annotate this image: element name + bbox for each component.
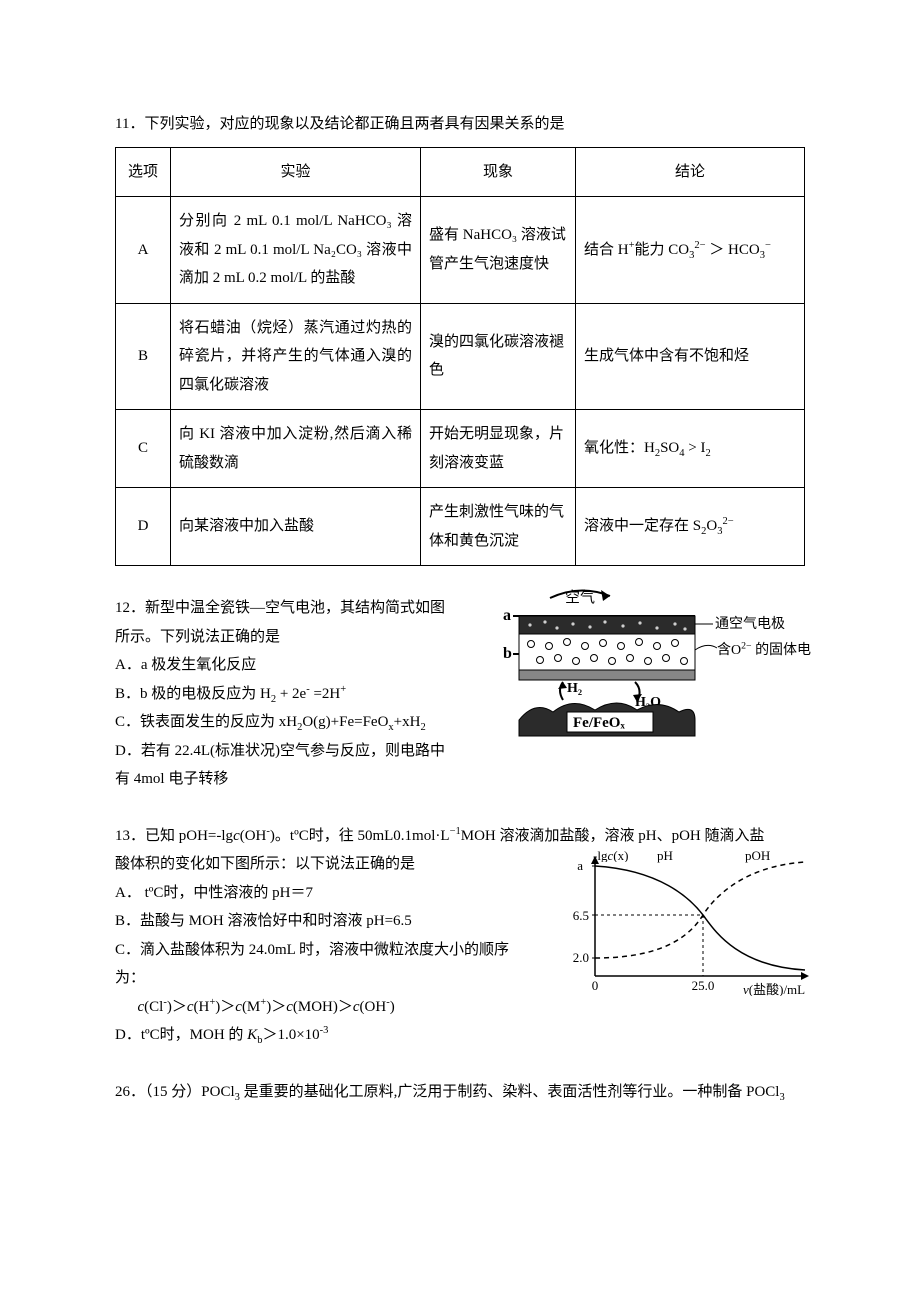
exp-A: 分别向 2 mL 0.1 mol/L NaHCO₃ 溶液和 2 mL 0.1 m…	[171, 197, 421, 304]
label-H2: H₂	[567, 681, 582, 696]
table-row: D 向某溶液中加入盐酸 产生刺激性气味的气体和黄色沉淀 溶液中一定存在 S2O3…	[116, 488, 805, 566]
ph-B: 溴的四氯化碳溶液褪色	[421, 303, 576, 410]
conc-B: 生成气体中含有不饱和烃	[576, 303, 805, 410]
xtick-mid: 25.0	[692, 978, 715, 993]
y-axis-label: -lgc(x)	[593, 848, 653, 862]
col-opt: 选项	[116, 147, 171, 197]
q13-stem-line1: 13．已知 pOH=-lgc(OH-)。tºC时，往 50mL0.1mol·L−…	[115, 822, 805, 851]
exp-D: 向某溶液中加入盐酸	[171, 488, 421, 566]
table-header-row: 选项 实验 现象 结论	[116, 147, 805, 197]
q13-choice-C-line1: C．滴入盐酸体积为 24.0mL 时，溶液中微粒浓度大小的顺序	[115, 936, 515, 965]
pH-label: pH	[657, 848, 673, 863]
opt-B: B	[116, 303, 171, 410]
q12-choice-B: B．b 极的电极反应为 H2 + 2e- =2H+	[115, 680, 485, 709]
label-b: b	[503, 645, 512, 662]
label-air-electrode: 通空气电极	[715, 616, 785, 632]
q11-number: 11．	[115, 116, 144, 132]
q12-choice-A: A．a 极发生氧化反应	[115, 651, 485, 680]
q26-number: 26．	[115, 1084, 145, 1100]
q13-block: 13．已知 pOH=-lgc(OH-)。tºC时，往 50mL0.1mol·L−…	[115, 822, 805, 1050]
q13-choice-D: D．tºC时，MOH 的 Kb＞1.0×10-3	[115, 1021, 805, 1050]
table-row: C 向 KI 溶液中加入淀粉,然后滴入稀硫酸数滴 开始无明显现象，片刻溶液变蓝 …	[116, 410, 805, 488]
exp-C: 向 KI 溶液中加入淀粉,然后滴入稀硫酸数滴	[171, 410, 421, 488]
conc-C: 氧化性：H2SO4 > I2	[576, 410, 805, 488]
battery-diagram-icon: 空气 a 通空气电极 b	[495, 588, 815, 748]
label-air: 空气	[565, 589, 595, 606]
q12-stem1: 新型中温全瓷铁—空气电池，其结构简式如图	[145, 600, 445, 616]
q12-number: 12．	[115, 600, 145, 616]
exam-page: 11．下列实验，对应的现象以及结论都正确且两者具有因果关系的是 选项 实验 现象…	[0, 0, 920, 1146]
ytick-a: a	[577, 858, 583, 873]
conc-D: 溶液中一定存在 S2O32−	[576, 488, 805, 566]
xtick-0: 0	[592, 978, 599, 993]
col-conc: 结论	[576, 147, 805, 197]
q13-number: 13．	[115, 828, 145, 844]
x-axis-label: v(盐酸)/mL	[743, 978, 813, 996]
label-a: a	[503, 607, 511, 624]
col-ph: 现象	[421, 147, 576, 197]
opt-A: A	[116, 197, 171, 304]
ph-A: 盛有 NaHCO₃ 溶液试管产生气泡速度快	[421, 197, 576, 304]
q12-block: 12．新型中温全瓷铁—空气电池，其结构简式如图 所示。下列说法正确的是 A．a …	[115, 594, 805, 794]
ph-C: 开始无明显现象，片刻溶液变蓝	[421, 410, 576, 488]
q13-stem1: 已知 pOH=-lgc(OH-)。tºC时，往 50mL0.1mol·L−1MO…	[145, 828, 764, 844]
q12-figure: 空气 a 通空气电极 b	[495, 588, 815, 748]
q12-choice-D-line2: 有 4mol 电子转移	[115, 765, 485, 794]
q13-choice-B: B．盐酸与 MOH 溶液恰好中和时溶液 pH=6.5	[115, 907, 515, 936]
label-solid-electrolyte: 含O2− 的固体电解质	[717, 638, 815, 658]
opt-D: D	[116, 488, 171, 566]
q12-stem-line2: 所示。下列说法正确的是	[115, 623, 485, 652]
q13-chart: a 6.5 2.0 pH pOH 0	[573, 848, 813, 998]
q26-stem: 26．（15 分）POCl3 是重要的基础化工原料,广泛用于制药、染料、表面活性…	[115, 1078, 805, 1107]
conc-A: 结合 H+能力 CO32− ＞ HCO3−	[576, 197, 805, 304]
q11-text: 下列实验，对应的现象以及结论都正确且两者具有因果关系的是	[144, 116, 564, 132]
exp-B: 将石蜡油（烷烃）蒸汽通过灼热的碎瓷片，并将产生的气体通入溴的四氯化碳溶液	[171, 303, 421, 410]
q12-stem-line1: 12．新型中温全瓷铁—空气电池，其结构简式如图	[115, 594, 485, 623]
pOH-curve	[595, 862, 805, 958]
table-row: A 分别向 2 mL 0.1 mol/L NaHCO₃ 溶液和 2 mL 0.1…	[116, 197, 805, 304]
opt-C: C	[116, 410, 171, 488]
pOH-label: pOH	[745, 848, 770, 863]
ytick-low: 2.0	[573, 950, 589, 965]
q13-choice-A: A． tºC时，中性溶液的 pH＝7	[115, 879, 515, 908]
label-FeFeOx: Fe/FeOₓ	[573, 715, 625, 731]
q13-stem-line2: 酸体积的变化如下图所示：以下说法正确的是	[115, 850, 515, 879]
q11-table: 选项 实验 现象 结论 A 分别向 2 mL 0.1 mol/L NaHCO₃ …	[115, 147, 805, 567]
pH-curve	[595, 866, 805, 970]
q12-text: 12．新型中温全瓷铁—空气电池，其结构简式如图 所示。下列说法正确的是 A．a …	[115, 594, 485, 794]
q26-text: （15 分）POCl3 是重要的基础化工原料,广泛用于制药、染料、表面活性剂等行…	[145, 1084, 785, 1100]
titration-chart-icon: a 6.5 2.0 pH pOH 0	[573, 848, 813, 998]
q12-choice-C: C．铁表面发生的反应为 xH2O(g)+Fe=FeOx+xH2	[115, 708, 485, 737]
q11-stem: 11．下列实验，对应的现象以及结论都正确且两者具有因果关系的是	[115, 110, 805, 139]
ph-D: 产生刺激性气味的气体和黄色沉淀	[421, 488, 576, 566]
table-row: B 将石蜡油（烷烃）蒸汽通过灼热的碎瓷片，并将产生的气体通入溴的四氯化碳溶液 溴…	[116, 303, 805, 410]
ytick-mid: 6.5	[573, 908, 589, 923]
q12-choice-D-line1: D．若有 22.4L(标准状况)空气参与反应，则电路中	[115, 737, 485, 766]
col-exp: 实验	[171, 147, 421, 197]
